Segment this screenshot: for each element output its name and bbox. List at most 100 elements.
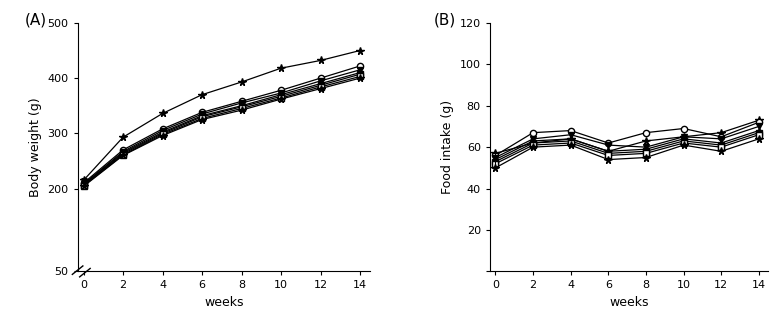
- SH_M: [79, 183, 88, 187]
- SH_D: [276, 97, 286, 101]
- SN: [237, 99, 246, 103]
- SN: [119, 148, 128, 152]
- SH_M: [754, 131, 764, 135]
- SH_H: [79, 184, 88, 188]
- SH_H: [197, 116, 206, 120]
- Line: SH_M: SH_M: [493, 130, 761, 164]
- SH_H: [604, 153, 613, 157]
- Line: SH: SH: [492, 123, 762, 161]
- SH_H: [754, 133, 764, 137]
- WN: [490, 151, 500, 155]
- Line: SH_D: SH_D: [80, 74, 364, 190]
- SN: [276, 88, 286, 92]
- WN: [197, 93, 206, 97]
- SN: [316, 76, 325, 80]
- WN: [237, 80, 246, 84]
- SH_D: [566, 143, 575, 147]
- WN: [716, 131, 726, 135]
- Line: SN: SN: [492, 119, 762, 159]
- SH_M: [528, 141, 538, 145]
- WN: [754, 118, 764, 122]
- X-axis label: weeks: weeks: [609, 296, 649, 309]
- SN: [528, 131, 538, 135]
- SH_H: [490, 162, 500, 166]
- SH_L: [679, 137, 688, 141]
- SH: [641, 145, 650, 149]
- Line: SH_M: SH_M: [81, 72, 363, 188]
- SH: [716, 137, 726, 141]
- Line: SH: SH: [81, 67, 363, 187]
- SN: [754, 120, 764, 124]
- SH_M: [158, 131, 167, 135]
- SH_H: [566, 141, 575, 145]
- SH_D: [197, 118, 206, 122]
- SH_H: [355, 75, 365, 78]
- SH_L: [197, 114, 206, 118]
- SH_L: [604, 149, 613, 153]
- X-axis label: weeks: weeks: [204, 296, 244, 309]
- Line: SH_H: SH_H: [493, 132, 761, 166]
- SH_D: [79, 184, 88, 188]
- SH_M: [355, 72, 365, 76]
- WN: [158, 112, 167, 115]
- SH: [679, 135, 688, 139]
- SH_D: [528, 145, 538, 149]
- WN: [528, 141, 538, 145]
- WN: [316, 59, 325, 62]
- SN: [679, 127, 688, 130]
- SN: [79, 181, 88, 185]
- SH_H: [316, 85, 325, 89]
- SH_L: [528, 139, 538, 143]
- Line: WN: WN: [492, 116, 763, 157]
- SH_L: [119, 151, 128, 155]
- WN: [79, 178, 88, 182]
- SN: [355, 64, 365, 68]
- SH_M: [604, 151, 613, 155]
- SH_D: [754, 137, 764, 141]
- SH_M: [197, 115, 206, 119]
- SH_M: [566, 139, 575, 143]
- SH_L: [316, 82, 325, 86]
- SH_H: [276, 96, 286, 100]
- SH_M: [490, 160, 500, 164]
- WN: [604, 149, 613, 153]
- SN: [158, 127, 167, 131]
- SH_D: [679, 143, 688, 147]
- SH: [158, 129, 167, 132]
- SH_L: [490, 158, 500, 162]
- SH_D: [158, 134, 167, 138]
- SH_L: [566, 137, 575, 141]
- SH_D: [237, 108, 246, 112]
- SH_D: [119, 153, 128, 157]
- SH_M: [716, 143, 726, 147]
- SH_D: [490, 166, 500, 170]
- Text: (A): (A): [25, 13, 47, 28]
- SH_M: [641, 149, 650, 153]
- SN: [604, 141, 613, 145]
- SH: [237, 101, 246, 105]
- SH_M: [119, 152, 128, 156]
- SH_L: [237, 104, 246, 108]
- Y-axis label: Body weight (g): Body weight (g): [29, 97, 42, 197]
- SH: [197, 112, 206, 116]
- SN: [490, 153, 500, 157]
- SH_H: [679, 141, 688, 145]
- SH_L: [79, 183, 88, 187]
- SH_D: [604, 158, 613, 162]
- SH_M: [237, 105, 246, 109]
- WN: [355, 48, 365, 52]
- SH_M: [316, 83, 325, 87]
- Text: (B): (B): [434, 13, 456, 28]
- SH_D: [355, 76, 365, 80]
- SH: [316, 79, 325, 83]
- SH: [490, 156, 500, 160]
- SH_L: [276, 93, 286, 97]
- SH_M: [276, 95, 286, 98]
- WN: [641, 139, 650, 143]
- SH_L: [754, 129, 764, 132]
- Line: SH_D: SH_D: [492, 135, 763, 172]
- SH_H: [158, 132, 167, 136]
- Line: SN: SN: [81, 63, 363, 186]
- SH_M: [679, 139, 688, 143]
- SH_L: [158, 130, 167, 134]
